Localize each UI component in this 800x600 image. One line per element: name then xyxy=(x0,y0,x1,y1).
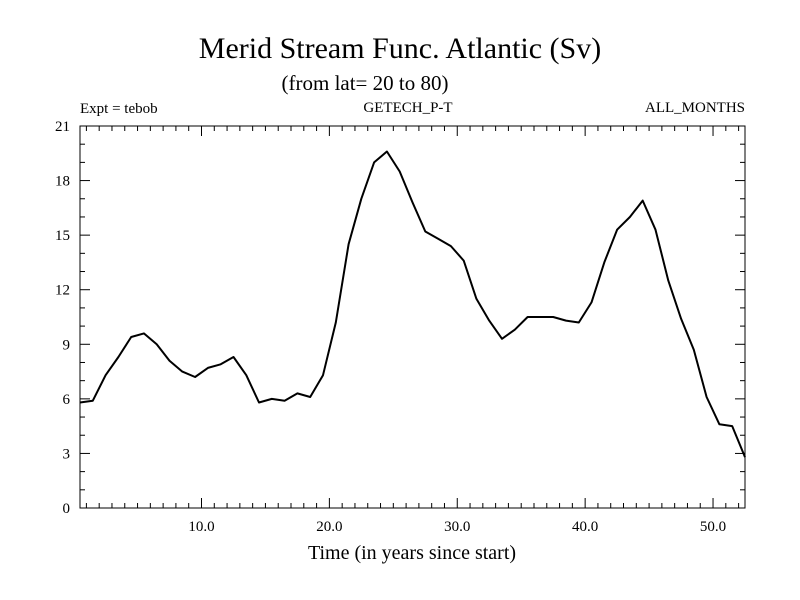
x-tick-labels: 10.0 20.0 30.0 40.0 50.0 xyxy=(188,519,726,535)
major-ticks xyxy=(80,125,745,509)
x-tick-label: 20.0 xyxy=(316,519,342,535)
y-tick-label: 15 xyxy=(55,228,70,244)
plot-frame xyxy=(79,125,746,509)
y-tick-label: 21 xyxy=(55,119,70,135)
x-axis-label: Time (in years since start) xyxy=(308,542,516,564)
x-tick-label: 10.0 xyxy=(188,519,214,535)
y-tick-label: 6 xyxy=(63,392,71,408)
y-tick-label: 9 xyxy=(63,337,71,353)
y-tick-label: 0 xyxy=(63,501,71,517)
y-tick-label: 3 xyxy=(63,446,71,462)
annotation-center: GETECH_P-T xyxy=(363,100,452,116)
x-tick-label: 30.0 xyxy=(444,519,470,535)
y-tick-labels: 0 3 6 9 12 15 18 21 xyxy=(55,119,71,517)
chart-title: Merid Stream Func. Atlantic (Sv) xyxy=(199,32,601,65)
x-tick-label: 40.0 xyxy=(572,519,598,535)
series-group xyxy=(79,150,746,458)
series-line xyxy=(79,150,746,458)
minor-ticks xyxy=(80,126,745,508)
x-tick-label: 50.0 xyxy=(700,519,726,535)
annotation-right: ALL_MONTHS xyxy=(645,100,745,116)
y-tick-label: 18 xyxy=(55,174,70,190)
y-tick-label: 12 xyxy=(55,283,70,299)
chart-subtitle: (from lat= 20 to 80) xyxy=(282,71,449,95)
annotation-left: Expt = tebob xyxy=(80,101,158,117)
